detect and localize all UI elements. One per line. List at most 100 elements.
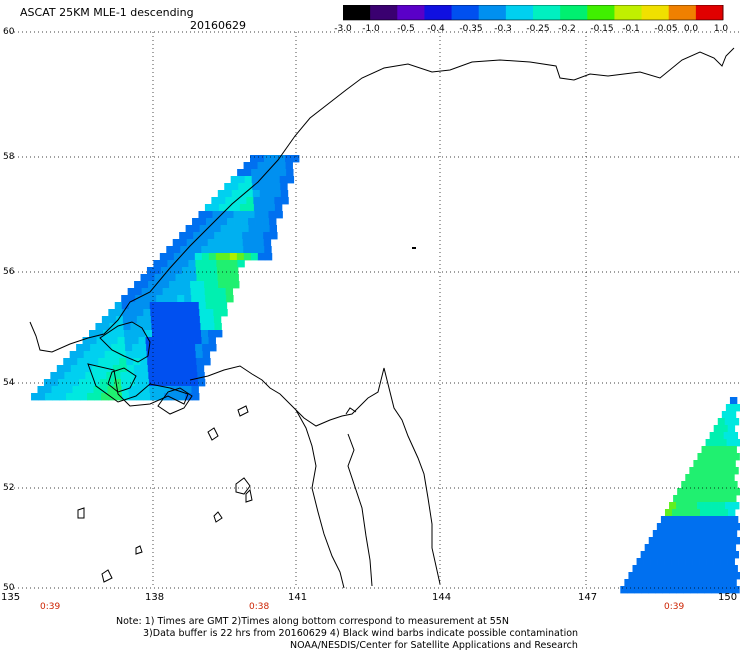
swath-cell: [117, 337, 125, 345]
swath-cell: [209, 260, 217, 268]
swath-cell: [267, 204, 276, 212]
data-swath-east: [620, 397, 740, 594]
swath-cell: [713, 474, 721, 482]
swath-cell: [690, 537, 699, 545]
swath-cell: [678, 509, 687, 517]
swath-cell: [175, 274, 183, 282]
swath-cell: [120, 372, 128, 380]
swath-cell: [160, 260, 168, 268]
swath-cell: [650, 558, 658, 566]
swath-cell: [634, 586, 642, 594]
swath-cell: [215, 246, 223, 254]
swath-cell: [272, 169, 280, 177]
swath-cell: [80, 393, 88, 401]
swath-cell: [632, 565, 640, 573]
swath-cell: [726, 488, 734, 496]
swath-cell: [691, 488, 699, 496]
swath-cell: [691, 572, 699, 580]
swath-cell: [189, 365, 198, 373]
swath-cell: [71, 379, 80, 387]
swath-cell: [201, 253, 210, 261]
swath-cell: [171, 393, 179, 401]
colorbar-label: -0.25: [526, 24, 550, 34]
swath-cell: [728, 411, 737, 419]
swath-cell: [188, 351, 197, 359]
swath-cell: [238, 190, 247, 198]
time-label: 0:38: [249, 602, 270, 612]
swath-cell: [232, 204, 241, 212]
swath-cell: [180, 253, 189, 261]
swath-cell: [193, 232, 201, 240]
swath-cell: [168, 358, 176, 366]
swath-cell: [198, 295, 206, 303]
swath-cell: [211, 281, 219, 289]
swath-cell: [84, 358, 92, 366]
swath-cell: [150, 393, 158, 401]
swath-cell: [77, 358, 85, 366]
swath-cell: [199, 316, 208, 324]
swath-cell: [136, 309, 144, 317]
swath-cell: [257, 162, 265, 170]
swath-cell: [164, 393, 172, 401]
swath-cell: [154, 358, 162, 366]
swath-cell: [183, 379, 192, 387]
swath-cell: [698, 523, 707, 531]
swath-cell: [676, 502, 684, 510]
swath-cell: [227, 225, 235, 233]
swath-cell: [127, 372, 135, 380]
swath-cell: [680, 579, 688, 587]
swath-cell: [116, 323, 124, 331]
swath-cell: [691, 523, 700, 531]
swath-cell: [210, 274, 218, 282]
swath-cell: [98, 358, 106, 366]
swath-cell: [207, 239, 216, 247]
swath-cell: [697, 502, 705, 510]
swath-cell: [84, 365, 93, 373]
swath-cell: [704, 537, 713, 545]
swath-cell: [71, 372, 79, 380]
swath-cell: [226, 295, 234, 303]
swath-cell: [639, 565, 647, 573]
swath-cell: [725, 502, 733, 510]
swath-cell: [204, 204, 213, 212]
swath-cell: [153, 267, 162, 275]
swath-cell: [711, 453, 719, 461]
swath-cell: [217, 274, 225, 282]
lat-lon-grid: [10, 31, 740, 589]
swath-cell: [237, 260, 245, 268]
swath-cell: [725, 586, 733, 594]
swath-cell: [229, 246, 237, 254]
swath-cell: [169, 372, 177, 380]
swath-cell: [218, 204, 227, 212]
swath-cell: [716, 516, 725, 524]
swath-cell: [636, 558, 644, 566]
swath-cell: [153, 260, 161, 268]
swath-cell: [710, 467, 718, 475]
swath-cell: [143, 316, 152, 324]
swath-cell: [285, 162, 293, 170]
swath-cell: [651, 544, 660, 552]
swath-cell: [701, 446, 709, 454]
swath-cell: [204, 281, 212, 289]
swath-cell: [635, 572, 643, 580]
swath-cell: [178, 393, 186, 401]
swath-cell: [186, 232, 194, 240]
swath-cell: [155, 372, 163, 380]
colorbar-swatch: [370, 5, 398, 20]
swath-cell: [203, 358, 211, 366]
swath-cell: [122, 393, 130, 401]
swath-cell: [660, 565, 668, 573]
swath-cell: [716, 481, 724, 489]
swath-cell: [259, 183, 267, 191]
swath-cell: [228, 232, 236, 240]
swath-cell: [192, 316, 201, 324]
swath-cell: [185, 225, 193, 233]
swath-cell: [228, 239, 237, 247]
swath-cell: [190, 288, 199, 296]
swath-cell: [167, 344, 175, 352]
swath-cell: [654, 551, 663, 559]
swath-cell: [108, 309, 116, 317]
swath-cell: [153, 351, 162, 359]
swath-cell: [163, 295, 171, 303]
swath-cell: [730, 565, 738, 573]
